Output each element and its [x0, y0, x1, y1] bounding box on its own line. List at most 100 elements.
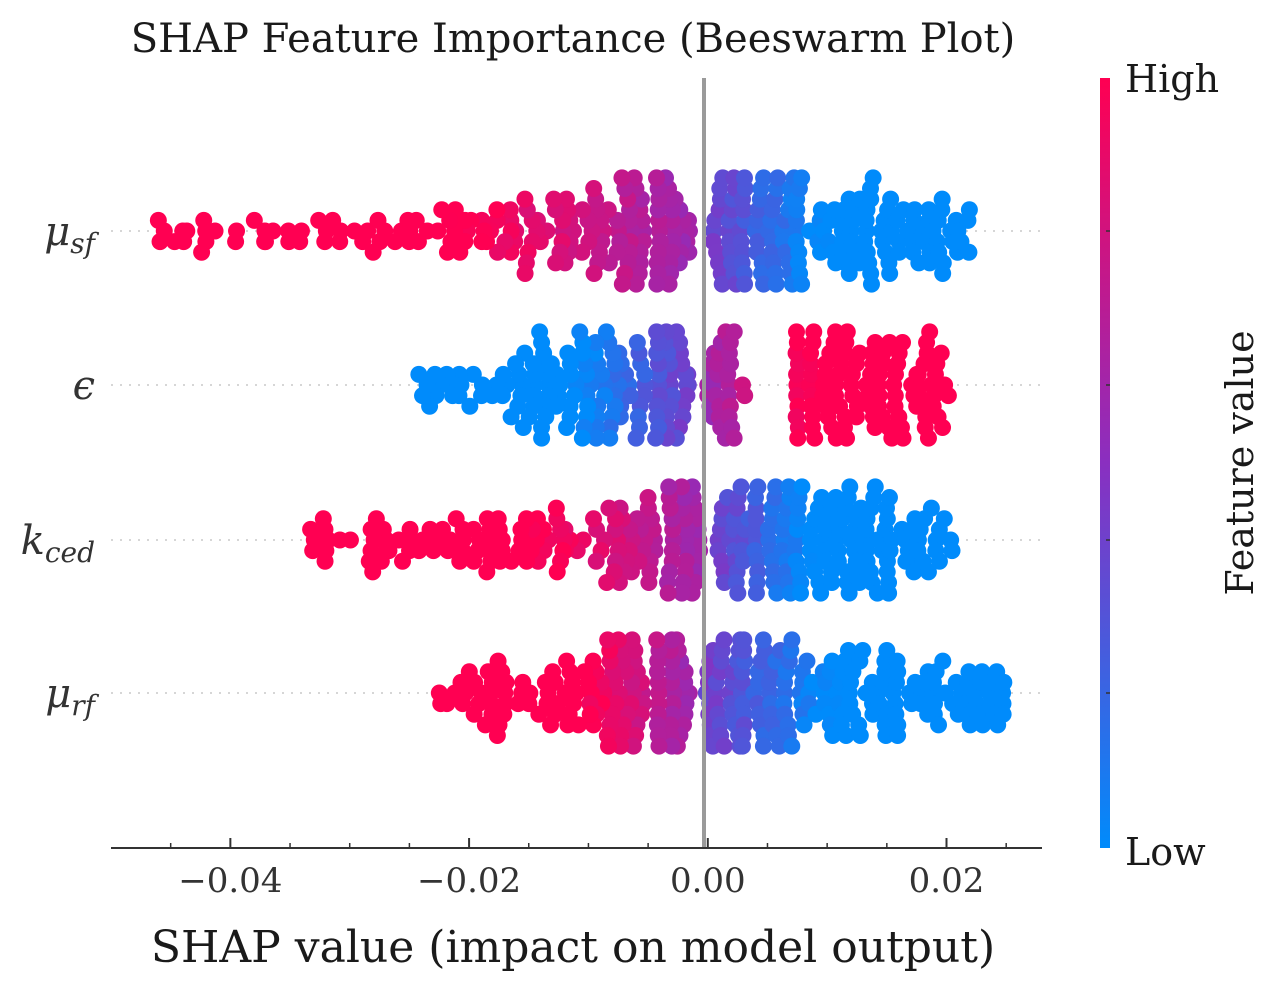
data-point [725, 429, 743, 447]
data-point [488, 201, 506, 219]
data-point [536, 673, 554, 691]
data-point [598, 574, 616, 591]
data-point [432, 695, 450, 713]
data-point [934, 419, 952, 436]
data-point [369, 211, 387, 229]
colorbar-ticks [1106, 230, 1110, 694]
data-point [660, 275, 678, 293]
data-point [478, 563, 496, 581]
data-point [648, 631, 666, 649]
data-point [838, 429, 856, 447]
x-axis-label: SHAP value (impact on model output) [151, 922, 995, 973]
data-point [673, 478, 691, 496]
data-point [715, 737, 733, 755]
data-point [659, 584, 677, 602]
data-point [934, 265, 952, 282]
data-point [647, 429, 665, 447]
data-point [600, 254, 618, 272]
data-point [939, 387, 957, 405]
data-point [783, 737, 801, 755]
data-point [516, 265, 534, 282]
data-point [789, 429, 807, 447]
data-point [597, 323, 615, 341]
data-point [648, 323, 666, 341]
data-point [793, 169, 811, 187]
data-point [673, 584, 691, 602]
data-point [839, 642, 857, 659]
data-point [424, 542, 442, 560]
data-point [613, 275, 631, 293]
data-point [585, 510, 603, 528]
data-point [767, 478, 785, 496]
data-point [780, 478, 798, 496]
data-point [881, 265, 899, 282]
data-point [932, 344, 950, 362]
x-axis-ticks: −0.04 −0.02 0.00 0.02 [169, 838, 1007, 901]
data-point [438, 243, 456, 261]
data-point [530, 705, 548, 723]
beeswarm-points [149, 169, 1013, 755]
data-point [851, 344, 869, 362]
colorbar-low-label: Low [1125, 830, 1206, 874]
data-point [922, 499, 940, 517]
data-point [488, 727, 506, 744]
data-point [889, 727, 907, 744]
data-point [558, 652, 576, 670]
data-point [755, 169, 773, 187]
data-point [838, 323, 856, 341]
data-point [573, 243, 591, 261]
colorbar-title: Feature value [1218, 330, 1262, 595]
data-point [919, 563, 937, 581]
data-point [478, 510, 496, 528]
colorbar-high-label: High [1125, 57, 1219, 101]
data-point [581, 705, 599, 723]
data-point [994, 705, 1012, 723]
data-point [663, 737, 681, 755]
data-point [557, 190, 575, 208]
data-point [559, 344, 577, 362]
data-point [149, 211, 167, 229]
data-point [585, 180, 603, 197]
data-point [345, 222, 363, 240]
data-point [611, 737, 629, 755]
data-point [713, 275, 731, 293]
data-point [587, 334, 605, 351]
data-point [793, 275, 811, 293]
feature-labels: μsf ϵ kced μrf [21, 209, 100, 722]
data-point [227, 233, 245, 251]
data-point [558, 419, 576, 436]
data-point [880, 584, 898, 602]
data-point [935, 510, 953, 528]
data-point [715, 631, 733, 649]
data-point [599, 737, 617, 755]
x-tick-label: −0.04 [178, 861, 282, 901]
data-point [878, 642, 896, 659]
data-point [732, 478, 750, 496]
data-point [476, 716, 494, 734]
x-tick-label: −0.02 [417, 861, 521, 901]
data-point [767, 275, 785, 293]
data-point [823, 574, 841, 591]
data-point [864, 169, 882, 187]
data-point [461, 397, 479, 415]
data-point [906, 201, 924, 219]
data-point [331, 233, 349, 251]
data-point [754, 737, 772, 755]
data-point [533, 429, 551, 447]
colorbar [1100, 78, 1110, 848]
data-point [166, 233, 184, 251]
data-point [840, 265, 858, 282]
data-point [623, 631, 641, 649]
data-point [628, 334, 646, 351]
data-point [747, 584, 765, 602]
data-point [585, 265, 603, 282]
data-point [576, 663, 594, 681]
data-point [587, 552, 605, 570]
data-point [410, 365, 428, 383]
data-point [627, 275, 645, 293]
data-point [601, 429, 619, 447]
data-point [943, 542, 961, 560]
data-point [813, 489, 831, 506]
data-point [573, 429, 591, 447]
